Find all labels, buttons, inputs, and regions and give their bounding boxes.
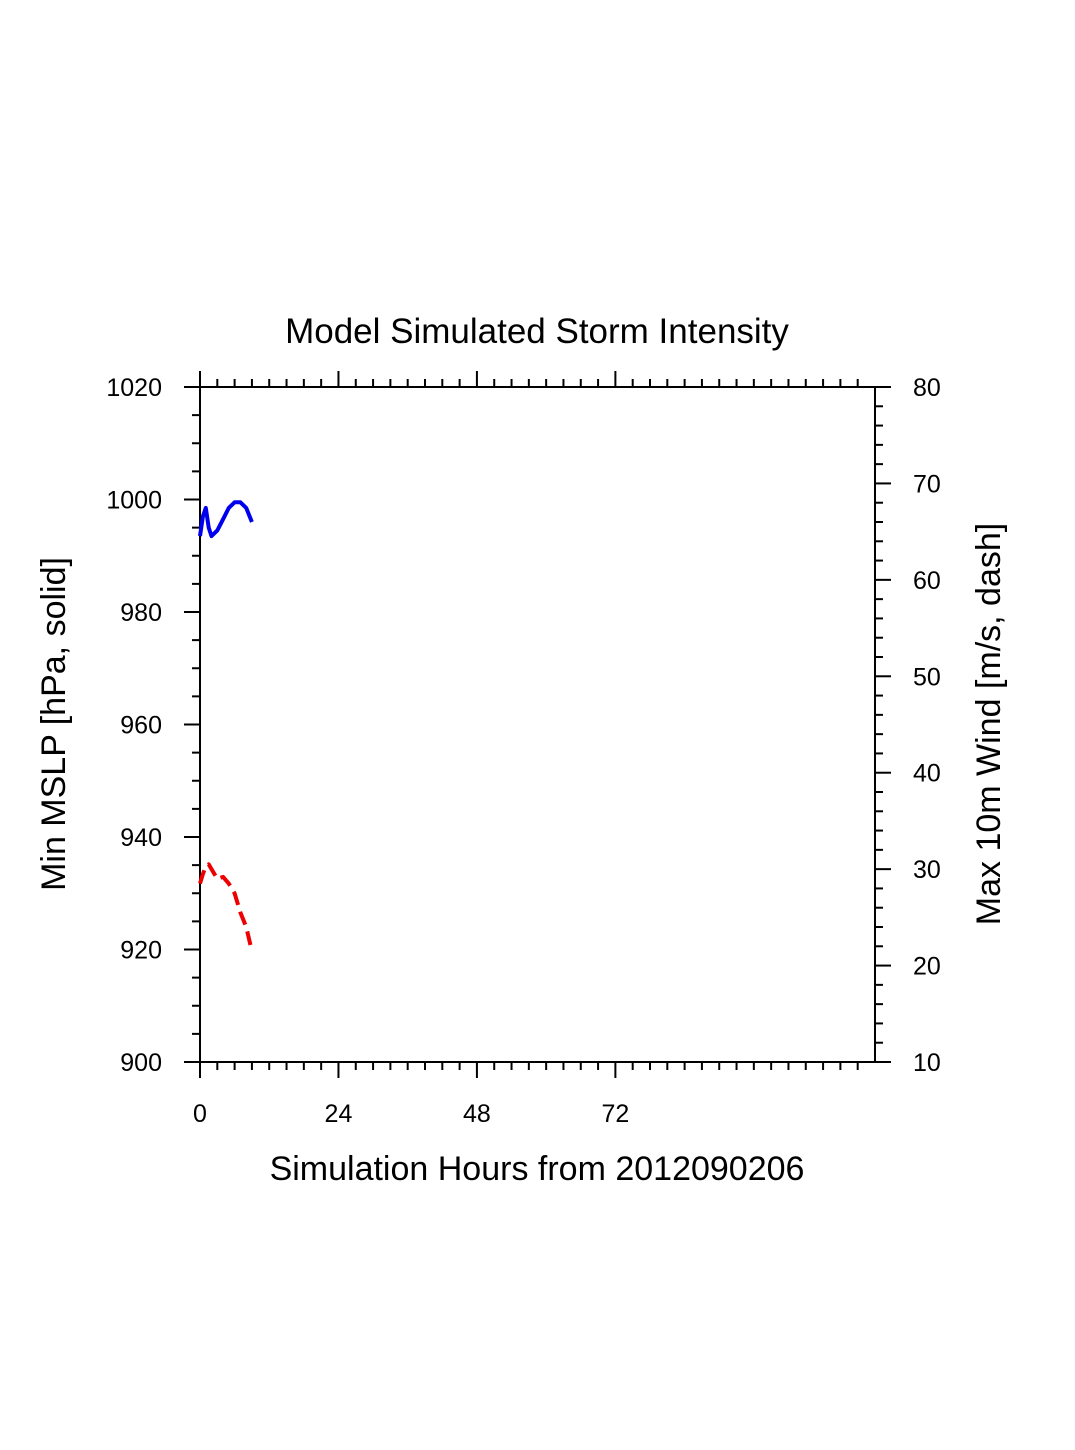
y-left-axis-label: Min MSLP [hPa, solid] bbox=[35, 557, 73, 891]
x-axis-label: Simulation Hours from 2012090206 bbox=[270, 1150, 805, 1188]
y-right-tick-label: 40 bbox=[913, 760, 941, 788]
y-right-tick-label: 70 bbox=[913, 470, 941, 498]
y-right-tick-label: 20 bbox=[913, 953, 941, 981]
y-left-tick-label: 960 bbox=[120, 712, 162, 740]
wind-series-line bbox=[198, 862, 254, 952]
y-right-tick-label: 30 bbox=[913, 856, 941, 884]
y-left-tick-label: 1020 bbox=[106, 374, 162, 402]
x-tick-label: 72 bbox=[601, 1100, 629, 1128]
y-right-tick-label: 60 bbox=[913, 567, 941, 595]
x-tick-label: 48 bbox=[463, 1100, 491, 1128]
y-right-tick-label: 10 bbox=[913, 1049, 941, 1077]
plot-frame bbox=[199, 386, 876, 1063]
x-tick-label: 0 bbox=[193, 1100, 207, 1128]
y-left-tick-label: 900 bbox=[120, 1049, 162, 1077]
y-right-tick-label: 80 bbox=[913, 374, 941, 402]
tick-marks bbox=[184, 371, 891, 1078]
tick-labels: 0 24 48 72900920940960980100010201020304050… bbox=[106, 374, 940, 1128]
y-left-tick-label: 980 bbox=[120, 599, 162, 627]
y-left-tick-label: 920 bbox=[120, 937, 162, 965]
y-right-axis-label: Max 10m Wind [m/s, dash] bbox=[970, 523, 1008, 925]
x-tick-label: 24 bbox=[325, 1100, 353, 1128]
y-left-tick-label: 1000 bbox=[106, 487, 162, 515]
chart-title: Model Simulated Storm Intensity bbox=[285, 312, 789, 351]
y-right-tick-label: 50 bbox=[913, 663, 941, 691]
y-left-tick-label: 940 bbox=[120, 824, 162, 852]
mslp-series-line bbox=[198, 500, 254, 539]
series-lines bbox=[198, 500, 254, 952]
